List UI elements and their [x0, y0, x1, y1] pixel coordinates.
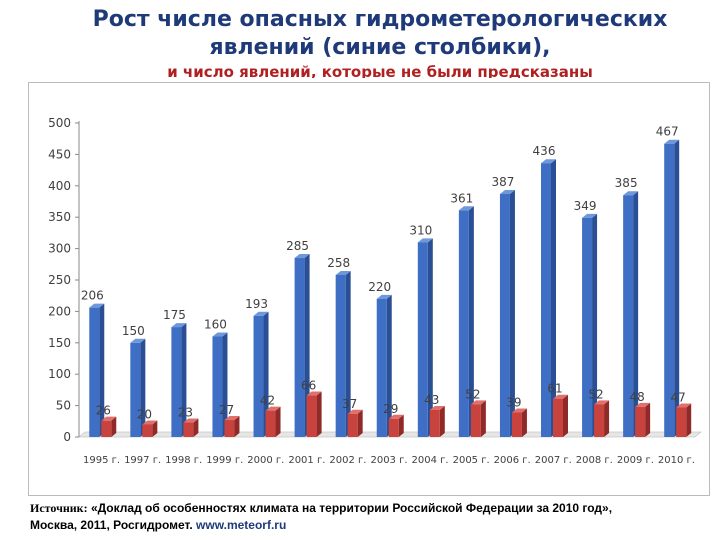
- data-label-unpredicted: 47: [671, 390, 686, 404]
- bar-unpredicted: [224, 416, 240, 437]
- x-tick-label: 1999 г.: [206, 455, 243, 466]
- x-tick-label: 2010 г.: [658, 455, 695, 466]
- data-label-unpredicted: 29: [383, 402, 398, 416]
- x-tick-label: 1998 г.: [165, 455, 202, 466]
- source-note: Источник: «Доклад об особенностях климат…: [30, 500, 720, 534]
- bar-total: [376, 294, 392, 437]
- y-tick-label: 0: [63, 430, 71, 444]
- data-label-unpredicted: 39: [506, 396, 521, 410]
- bar-total: [458, 206, 474, 437]
- bar-unpredicted: [306, 391, 322, 437]
- data-label-unpredicted: 37: [342, 397, 357, 411]
- bar-unpredicted: [183, 418, 199, 437]
- data-label-unpredicted: 43: [424, 393, 439, 407]
- bar-chart: 0 50 100 150 200 250 300 350 400 450 500 206 26 1995 …: [48, 116, 703, 466]
- bar-unpredicted: [101, 416, 117, 437]
- x-tick-label: 1995 г.: [83, 455, 120, 466]
- data-label-total: 467: [656, 125, 679, 139]
- x-tick-label: 2007 г.: [535, 455, 572, 466]
- x-tick-label: 1997 г.: [124, 455, 161, 466]
- data-label-total: 361: [450, 191, 473, 205]
- x-tick-label: 2004 г.: [412, 455, 449, 466]
- x-tick-label: 2005 г.: [453, 455, 490, 466]
- x-tick-label: 2002 г.: [329, 455, 366, 466]
- data-label-total: 310: [409, 223, 432, 237]
- x-tick-label: 2006 г.: [494, 455, 531, 466]
- data-label-unpredicted: 20: [137, 407, 152, 421]
- source-url: www.meteorf.ru: [196, 518, 287, 532]
- bar-unpredicted: [594, 400, 610, 437]
- y-tick-label: 200: [48, 304, 71, 318]
- y-tick-label: 300: [48, 242, 71, 256]
- data-label-unpredicted: 61: [547, 382, 562, 396]
- bar-unpredicted: [635, 402, 651, 437]
- data-label-total: 385: [615, 176, 638, 190]
- bar-unpredicted: [429, 405, 445, 437]
- bar-unpredicted: [511, 408, 527, 437]
- chart-title: Рост числе опасных гидрометерологических…: [0, 6, 720, 62]
- data-label-total: 258: [327, 256, 350, 270]
- y-tick-label: 350: [48, 210, 71, 224]
- data-label-unpredicted: 52: [588, 387, 603, 401]
- data-label-unpredicted: 48: [629, 390, 644, 404]
- bar-total: [212, 332, 228, 437]
- y-tick-label: 400: [48, 179, 71, 193]
- chart-frame: 0 50 100 150 200 250 300 350 400 450 500 206 26 1995 …: [28, 82, 710, 496]
- data-label-total: 206: [81, 289, 104, 303]
- source-label: Источник:: [30, 501, 88, 515]
- source-text: «Доклад об особенностях климата на терри…: [90, 501, 613, 515]
- bar-unpredicted: [676, 403, 692, 437]
- bar-total: [582, 213, 598, 437]
- bar-unpredicted: [142, 420, 158, 437]
- data-label-unpredicted: 27: [219, 403, 234, 417]
- data-label-unpredicted: 42: [260, 394, 275, 408]
- bar-unpredicted: [388, 414, 404, 437]
- bar-total: [499, 189, 515, 437]
- x-tick-label: 2000 г.: [247, 455, 284, 466]
- title-line-2: явлений (синие столбики),: [209, 35, 551, 60]
- bar-total: [294, 254, 310, 437]
- bar-total: [417, 238, 433, 437]
- y-tick-label: 500: [48, 116, 71, 130]
- y-tick-label: 100: [48, 367, 71, 381]
- data-label-total: 193: [245, 297, 268, 311]
- data-label-unpredicted: 26: [96, 404, 111, 418]
- data-label-total: 150: [122, 324, 145, 338]
- source-line2: Москва, 2011, Росгидромет.: [30, 518, 193, 532]
- x-tick-label: 2003 г.: [370, 455, 407, 466]
- y-tick-label: 50: [56, 399, 71, 413]
- data-label-total: 285: [286, 239, 309, 253]
- bar-total: [89, 303, 105, 437]
- data-label-total: 220: [368, 280, 391, 294]
- y-tick-label: 450: [48, 147, 71, 161]
- chart-subtitle: и число явлений, которые не были предска…: [167, 63, 593, 78]
- bar-total: [171, 323, 187, 437]
- bar-total: [664, 139, 680, 437]
- data-label-unpredicted: 23: [178, 406, 193, 420]
- data-label-unpredicted: 52: [465, 387, 480, 401]
- y-tick-label: 150: [48, 336, 71, 350]
- data-label-unpredicted: 66: [301, 379, 316, 393]
- x-tick-label: 2001 г.: [288, 455, 325, 466]
- bar-total: [130, 338, 146, 437]
- y-tick-label: 250: [48, 273, 71, 287]
- bar-unpredicted: [553, 394, 568, 437]
- bar-total: [335, 270, 351, 437]
- data-label-total: 160: [204, 318, 227, 332]
- x-tick-label: 2009 г.: [617, 455, 654, 466]
- bar-total: [541, 159, 556, 437]
- bar-total: [253, 311, 269, 437]
- title-line-1: Рост числе опасных гидрометерологических: [92, 7, 668, 32]
- bar-unpredicted: [347, 409, 363, 437]
- data-label-total: 387: [491, 175, 514, 189]
- data-label-total: 349: [574, 199, 597, 213]
- bar-unpredicted: [265, 406, 281, 437]
- bar-total: [623, 191, 639, 437]
- data-label-total: 175: [163, 308, 186, 322]
- x-tick-label: 2008 г.: [576, 455, 613, 466]
- bar-unpredicted: [470, 400, 486, 437]
- data-label-total: 436: [533, 144, 556, 158]
